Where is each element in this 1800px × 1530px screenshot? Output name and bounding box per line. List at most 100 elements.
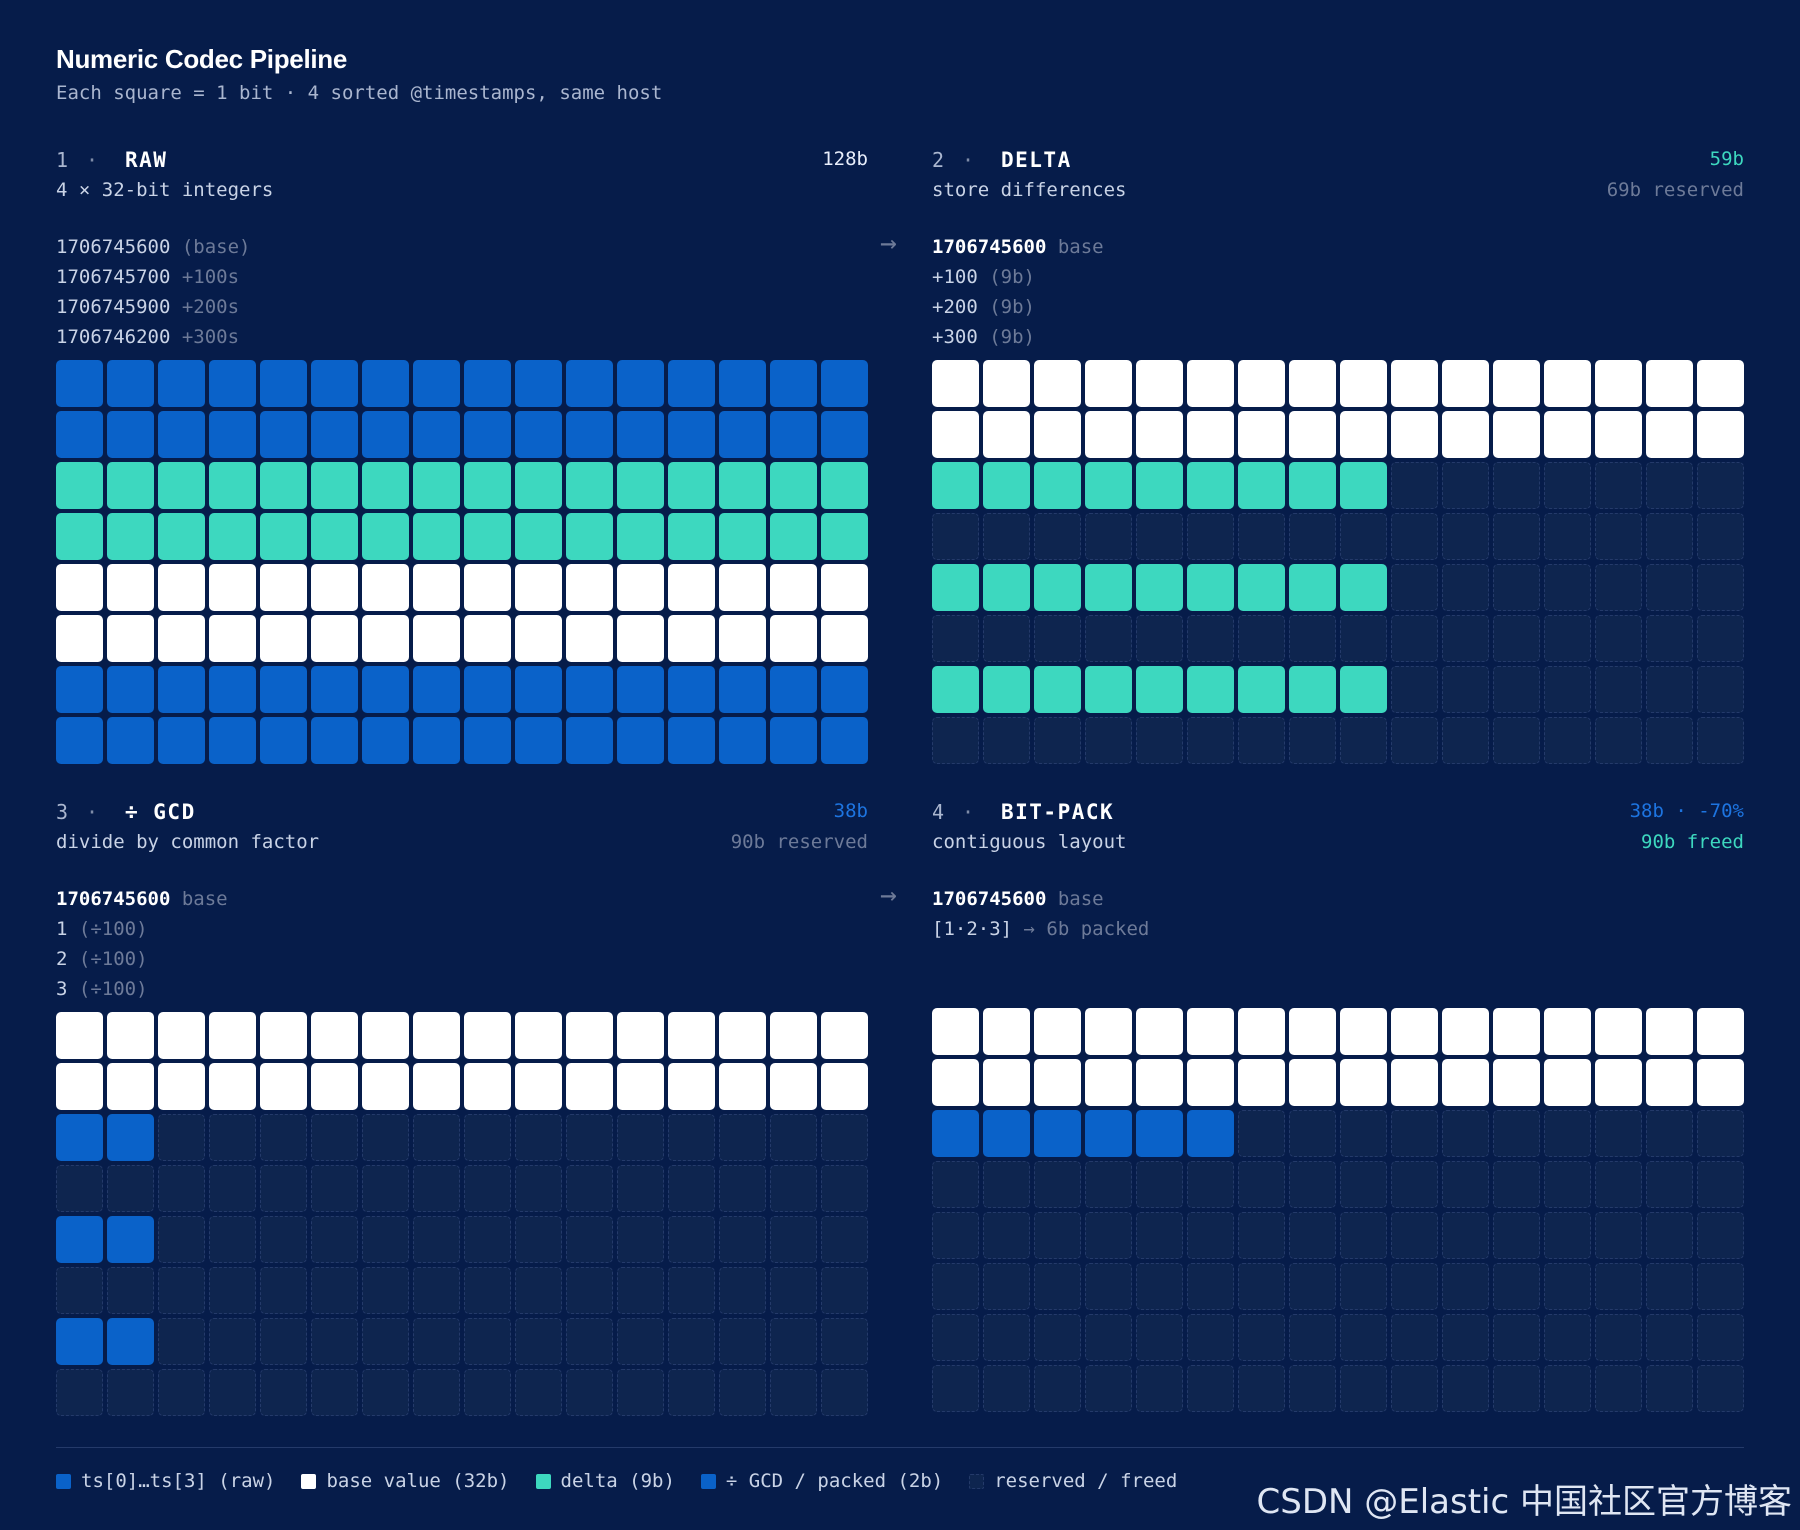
bit-cell-reserved	[1391, 1161, 1438, 1208]
bit-cell-raw	[209, 717, 256, 764]
bit-cell-base	[1136, 1008, 1183, 1055]
bit-count: 59b	[1709, 148, 1744, 170]
value-row: 1706745600 (base)	[56, 232, 250, 262]
right-arrow-icon: →	[880, 226, 897, 259]
bit-cell-base	[932, 1059, 979, 1106]
bit-cell-reserved	[1442, 666, 1489, 713]
legend-item: ÷ GCD / packed (2b)	[700, 1470, 943, 1492]
bit-cell-base	[617, 1012, 664, 1059]
panel-description: divide by common factor	[56, 831, 320, 853]
bit-cell-reserved	[1391, 462, 1438, 509]
bit-cell-reserved	[1544, 1110, 1591, 1157]
bit-cell-raw	[260, 666, 307, 713]
bit-cell-reserved	[932, 615, 979, 662]
bit-cell-base	[1442, 1008, 1489, 1055]
bit-cell-base	[932, 360, 979, 407]
bit-cell-reserved	[932, 513, 979, 560]
bit-cell-reserved	[1646, 1212, 1693, 1259]
bit-cell-reserved	[1595, 564, 1642, 611]
bit-cell-reserved	[1238, 1212, 1285, 1259]
bit-cell-reserved	[1442, 1212, 1489, 1259]
value-row: 3 (÷100)	[56, 974, 228, 1004]
bit-cell-reserved	[1391, 564, 1438, 611]
bit-cell-reserved	[983, 1263, 1030, 1310]
bit-cell-reserved	[1493, 1161, 1540, 1208]
bit-cell-delta	[1238, 564, 1285, 611]
bit-cell-base	[1034, 411, 1081, 458]
bit-cell-raw	[821, 717, 868, 764]
bit-cell-reserved	[1697, 1314, 1744, 1361]
bit-cell-base	[1238, 360, 1285, 407]
bit-cell-reserved	[209, 1369, 256, 1416]
bit-cell-delta	[1340, 666, 1387, 713]
bit-cell-reserved	[1034, 1212, 1081, 1259]
bit-cell-reserved	[1136, 717, 1183, 764]
reserved-note: 90b freed	[1641, 831, 1744, 853]
bit-cell-raw	[311, 666, 358, 713]
bit-cell-delta	[668, 462, 715, 509]
bit-cell-reserved	[1493, 1110, 1540, 1157]
bit-cell-reserved	[770, 1369, 817, 1416]
bit-cell-delta	[464, 462, 511, 509]
bit-cell-reserved	[1085, 1314, 1132, 1361]
bit-cell-reserved	[209, 1318, 256, 1365]
bit-cell-raw	[617, 717, 664, 764]
bit-cell-base	[1136, 360, 1183, 407]
bit-cell-reserved	[464, 1165, 511, 1212]
value-list: 1706745600 base 1 (÷100) 2 (÷100) 3 (÷100)	[56, 884, 228, 1004]
bit-cell-gcd	[1085, 1110, 1132, 1157]
bit-count: 38b	[833, 800, 868, 822]
value-annotation: (9b)	[977, 266, 1035, 288]
bit-cell-reserved	[1646, 1314, 1693, 1361]
bit-cell-reserved	[464, 1318, 511, 1365]
bit-cell-delta	[209, 462, 256, 509]
bit-cell-base	[56, 564, 103, 611]
bit-cell-base	[515, 564, 562, 611]
bit-cell-base	[311, 564, 358, 611]
bit-cell-reserved	[983, 1314, 1030, 1361]
bit-cell-raw	[209, 360, 256, 407]
bit-cell-raw	[158, 360, 205, 407]
bit-cell-reserved	[932, 1212, 979, 1259]
bit-cell-base	[1034, 1059, 1081, 1106]
bit-cell-reserved	[566, 1114, 613, 1161]
bit-cell-raw	[668, 360, 715, 407]
bit-cell-reserved	[1187, 1161, 1234, 1208]
bit-cell-reserved	[1136, 1314, 1183, 1361]
bit-cell-delta	[1340, 462, 1387, 509]
bit-cell-base	[1391, 1008, 1438, 1055]
value-annotation: (9b)	[977, 326, 1035, 348]
bit-cell-delta	[311, 462, 358, 509]
value-row: +100 (9b)	[932, 262, 1104, 292]
bit-count: 128b	[822, 148, 868, 170]
bit-cell-reserved	[1238, 1365, 1285, 1412]
bit-cell-reserved	[1034, 1314, 1081, 1361]
bit-cell-delta	[1238, 462, 1285, 509]
bit-cell-raw	[821, 666, 868, 713]
bit-cell-base	[1085, 1008, 1132, 1055]
bit-cell-base	[413, 615, 460, 662]
bit-cell-reserved	[1544, 666, 1591, 713]
bit-cell-reserved	[260, 1114, 307, 1161]
bit-cell-reserved	[719, 1165, 766, 1212]
bit-cell-reserved	[1493, 717, 1540, 764]
bit-cell-raw	[413, 411, 460, 458]
bit-cell-delta	[821, 513, 868, 560]
bit-cell-base	[1595, 1059, 1642, 1106]
bit-cell-reserved	[566, 1369, 613, 1416]
bit-cell-delta	[770, 462, 817, 509]
bit-cell-reserved	[1697, 1161, 1744, 1208]
bit-cell-raw	[617, 360, 664, 407]
bit-cell-reserved	[413, 1165, 460, 1212]
value-annotation: (9b)	[977, 296, 1035, 318]
bit-cell-reserved	[1136, 1212, 1183, 1259]
bit-cell-delta	[617, 462, 664, 509]
bit-cell-base	[260, 1012, 307, 1059]
bit-cell-delta	[464, 513, 511, 560]
bit-cell-base	[821, 1012, 868, 1059]
bit-cell-reserved	[1442, 564, 1489, 611]
bit-cell-base	[1646, 360, 1693, 407]
bit-cell-reserved	[464, 1216, 511, 1263]
bit-cell-reserved	[1646, 1365, 1693, 1412]
bit-cell-base	[1646, 1008, 1693, 1055]
